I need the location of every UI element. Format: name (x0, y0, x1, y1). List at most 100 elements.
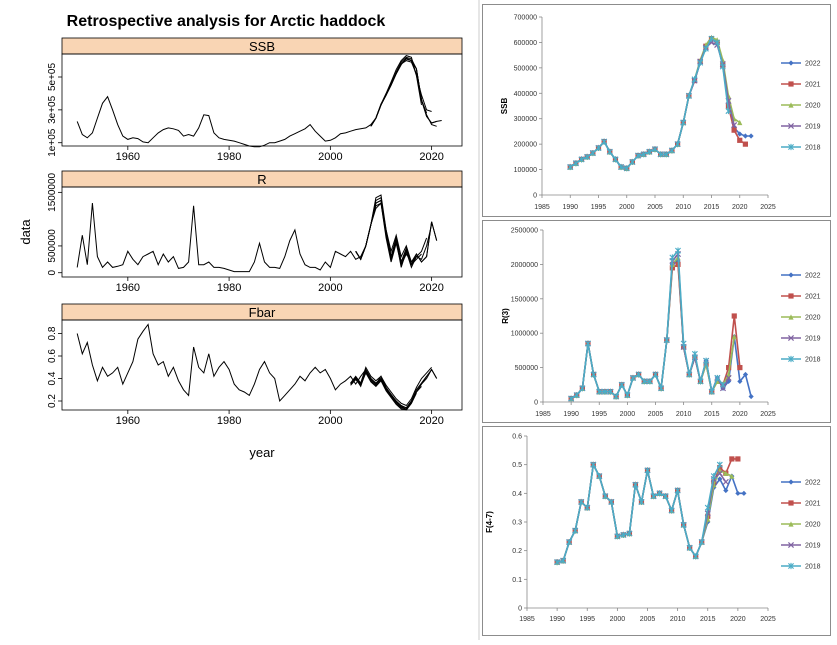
x-tick-label: 2000 (619, 204, 635, 211)
data-point-2019 (725, 374, 732, 381)
data-point-2018 (572, 160, 579, 167)
data-point-2018 (568, 395, 575, 402)
data-point-2018 (612, 156, 619, 163)
legend-label-2022: 2022 (805, 61, 821, 68)
data-point-2018 (589, 149, 596, 157)
x-tick-label: 1995 (579, 616, 595, 623)
data-point-2018 (590, 371, 597, 378)
data-point-2018 (595, 144, 602, 152)
data-point-2021 (735, 456, 741, 462)
data-point-2018 (691, 350, 698, 357)
y-tick-label-fbar: 0.6 (47, 349, 58, 363)
data-point-2018 (596, 473, 603, 480)
x-tick-label: 2015 (704, 204, 720, 211)
data-point-2018 (692, 553, 699, 560)
data-point-2018 (630, 374, 636, 382)
data-point-2018 (675, 247, 681, 254)
y-tick-label: 1500000 (511, 296, 538, 303)
lattice-plot: Retrospective analysis for Arctic haddoc… (18, 13, 463, 460)
x-tick-label: 2010 (670, 616, 686, 623)
data-point-2018 (606, 148, 613, 155)
data-point-2022 (737, 131, 743, 137)
x-tick-label: 2010 (675, 204, 691, 211)
figure-title: Retrospective analysis for Arctic haddoc… (67, 13, 386, 30)
data-point-2021 (731, 127, 737, 133)
data-point-2018 (725, 107, 732, 115)
y-tick-label-r: 0 (47, 269, 58, 275)
data-point-2018 (578, 498, 585, 506)
y-tick-label: 200000 (514, 142, 537, 149)
x-tick-label: 2005 (648, 411, 664, 418)
series-line-fbar (76, 323, 438, 411)
data-point-2022 (742, 133, 748, 139)
data-point-2022 (741, 490, 747, 496)
x-tick-label: 2010 (676, 411, 692, 418)
data-point-2018 (584, 504, 591, 511)
y-axis-label: R(3) (501, 308, 510, 324)
data-point-2018 (584, 153, 591, 160)
data-point-2018 (635, 152, 642, 159)
y-tick-label-r: 500000 (47, 229, 58, 263)
data-point-2018 (578, 156, 585, 163)
y-axis-label: data (18, 219, 33, 245)
data-point-2018 (652, 371, 659, 378)
data-point-2018 (626, 530, 633, 537)
x-tick-label-ssb: 1980 (217, 151, 241, 163)
x-tick-label: 2025 (760, 616, 776, 623)
data-point-2018 (708, 35, 715, 42)
y-tick-label: 0 (518, 606, 522, 613)
legend-label-2022: 2022 (805, 273, 821, 280)
data-point-2018 (638, 498, 645, 506)
legend-marker-2019 (787, 122, 795, 130)
legend-label-2019: 2019 (805, 336, 821, 343)
x-tick-label: 2015 (704, 411, 720, 418)
data-point-2018 (686, 544, 693, 551)
x-tick-label: 2005 (640, 616, 656, 623)
data-point-2018 (704, 504, 711, 511)
series-line-2022 (570, 259, 752, 400)
data-point-2018 (572, 527, 579, 534)
data-point-2022 (748, 393, 754, 400)
data-point-2018 (674, 141, 681, 148)
x-tick-label: 2000 (610, 616, 626, 623)
data-point-2021 (731, 313, 737, 319)
ssb-chart-svg: 0 100000 200000 300000 400000 500000 600000 700… (500, 15, 821, 212)
retro-line-r (355, 196, 438, 267)
data-point-2018 (663, 151, 670, 158)
data-point-2021 (737, 365, 743, 371)
y-tick-label-fbar: 0.2 (47, 394, 58, 408)
series-2018 (568, 247, 726, 402)
data-point-2018 (685, 92, 692, 99)
x-tick-label-fbar: 2000 (318, 415, 342, 427)
x-tick-label: 1985 (519, 616, 535, 623)
data-point-2018 (573, 392, 580, 399)
y-tick-label: 400000 (514, 91, 537, 98)
data-point-2018 (596, 388, 603, 395)
x-tick-label-fbar: 2020 (419, 415, 443, 427)
x-tick-label: 1990 (562, 204, 578, 211)
legend-marker-2018 (788, 143, 794, 151)
retro-line-r (355, 199, 417, 266)
x-tick-label: 2020 (730, 616, 746, 623)
data-point-2018 (698, 538, 705, 546)
x-tick-label: 2020 (732, 204, 748, 211)
y-tick-label: 0.2 (512, 548, 522, 555)
x-tick-label-r: 2020 (419, 282, 443, 294)
y-axis-label: F(4-7) (485, 511, 494, 533)
y-tick-label: 700000 (514, 15, 537, 22)
legend-label-2018: 2018 (805, 564, 821, 571)
x-tick-label: 1990 (549, 616, 565, 623)
data-point-2018 (668, 507, 675, 514)
retro-line-fbar (350, 371, 417, 411)
legend-label-2019: 2019 (805, 124, 821, 131)
series-line-r (76, 194, 438, 273)
data-point-2018 (703, 357, 710, 364)
x-tick-label: 1985 (535, 411, 551, 418)
data-point-2018 (680, 119, 687, 126)
y-tick-label-ssb: 3e+05 (47, 95, 58, 124)
data-point-2020 (731, 334, 737, 340)
x-tick-label: 1990 (563, 411, 579, 418)
data-point-2018 (652, 146, 658, 153)
y-tick-label: 500000 (514, 65, 537, 72)
panel-fbar: Fbar 1960 1980 2000 2020 0.2 0.4 0.6 0.8 (47, 303, 463, 427)
